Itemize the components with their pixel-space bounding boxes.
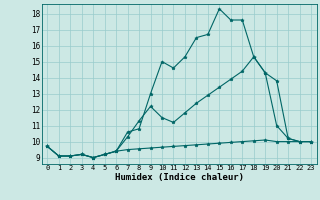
X-axis label: Humidex (Indice chaleur): Humidex (Indice chaleur): [115, 173, 244, 182]
